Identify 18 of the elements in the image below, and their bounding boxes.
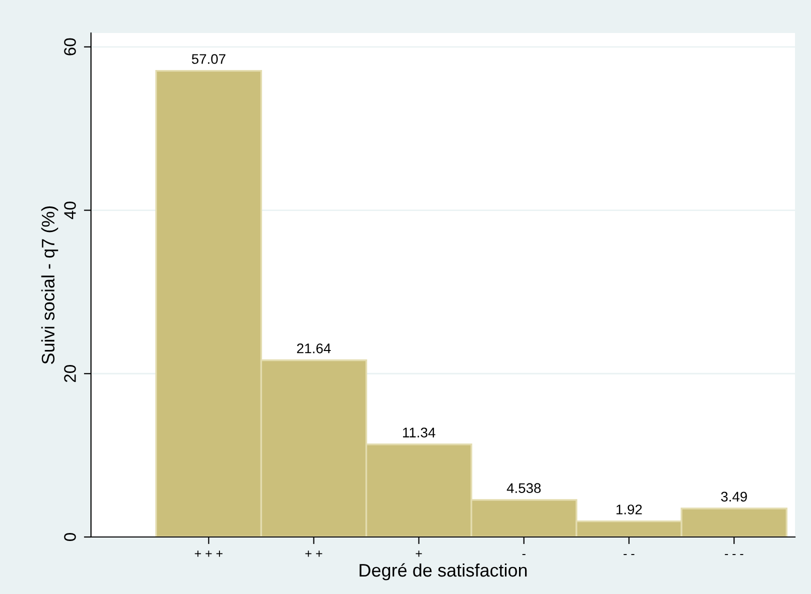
y-tick-label: 40 — [64, 202, 76, 220]
y-axis-title: Suivi social - q7 (%) — [41, 206, 58, 364]
data-label: 57.07 — [192, 54, 226, 64]
x-tick-label: - - — [624, 554, 634, 556]
x-tick-label: + — [416, 550, 422, 557]
y-tick-label: 20 — [64, 365, 76, 382]
x-tick-label: + + + — [194, 550, 222, 557]
x-tick-label: - — [522, 554, 526, 556]
data-label: 11.34 — [403, 428, 436, 438]
x-tick-label: - - - — [724, 554, 744, 556]
x-axis-title: Degré de satisfaction — [360, 563, 527, 580]
data-label: 3.49 — [721, 492, 747, 502]
data-label: 1.92 — [616, 504, 642, 514]
data-label: 21.64 — [297, 343, 331, 354]
y-tick-label: 60 — [64, 38, 76, 56]
y-tick-label: 0 — [64, 533, 76, 541]
data-label: 4.538 — [506, 483, 541, 494]
x-tick-label: + + — [305, 550, 322, 557]
